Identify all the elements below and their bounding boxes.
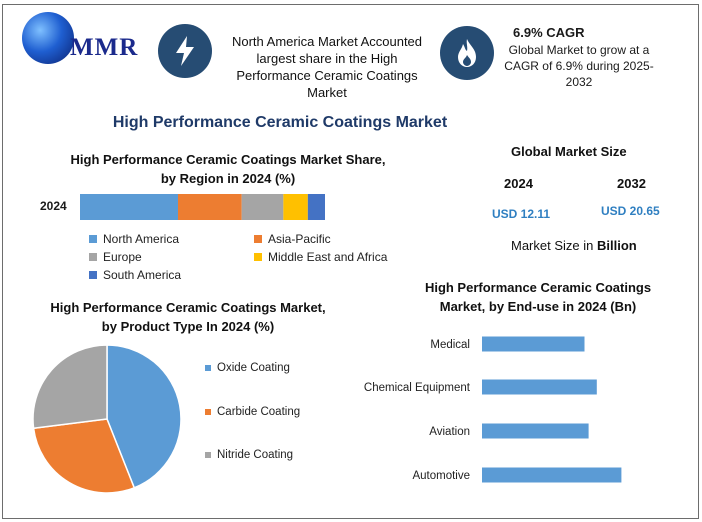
region-bar-segment-north-america — [80, 194, 178, 220]
legend-label: Nitride Coating — [217, 449, 294, 461]
flame-icon — [440, 26, 494, 80]
legend-oxide-coating: Oxide Coating — [205, 362, 290, 374]
market-size-year-start: 2024 — [504, 176, 533, 191]
product-pie-chart — [32, 344, 182, 494]
region-bar-category-label: 2024 — [40, 199, 67, 213]
legend-label: Middle East and Africa — [268, 250, 388, 264]
legend-europe: Europe — [89, 250, 142, 264]
region-bar-segment-europe — [241, 194, 284, 220]
end-use-bar-chart: Medical Chemical Equipment Aviation Automot… — [364, 336, 622, 483]
region-bar-segment-south-america — [307, 194, 325, 220]
pie-slice-oxide-coating — [106, 344, 182, 489]
unit-note-unit: Billion — [596, 238, 637, 253]
region-bar-segment-middle-east-and-africa — [283, 194, 308, 220]
region-chart-title: High Performance Ceramic Coatings Market… — [70, 152, 386, 186]
cagr-description: Global Market to grow at a CAGR of 6.9% … — [504, 43, 654, 89]
end-use-category-label: Aviation — [429, 426, 470, 438]
legend-label: Europe — [103, 250, 142, 264]
legend-asia-pacific: Asia-Pacific — [254, 232, 331, 246]
region-bar-segment-asia-pacific — [178, 194, 242, 220]
legend-middle-east-africa: Middle East and Africa — [254, 250, 387, 264]
page-title: High Performance Ceramic Coatings Market — [112, 114, 448, 131]
legend-label: Oxide Coating — [217, 362, 290, 374]
legend-swatch — [89, 271, 97, 279]
legend-carbide-coating: Carbide Coating — [205, 406, 300, 418]
market-size-year-end: 2032 — [617, 176, 646, 191]
legend-swatch — [205, 452, 211, 458]
unit-note-prefix: Market Size in — [511, 238, 597, 253]
legend-swatch — [254, 253, 262, 261]
end-use-category-label: Medical — [430, 339, 470, 351]
legend-swatch — [254, 235, 262, 243]
legend-swatch — [89, 253, 97, 261]
legend-label: North America — [103, 232, 180, 246]
legend-swatch — [89, 235, 97, 243]
market-size-value-start: USD 12.11 — [492, 207, 551, 221]
end-use-category-label: Chemical Equipment — [364, 382, 471, 394]
legend-nitride-coating: Nitride Coating — [205, 449, 293, 461]
market-size-value-end: USD 20.65 — [601, 204, 660, 218]
infographic-frame — [2, 4, 699, 519]
legend-label: South America — [103, 268, 182, 282]
pie-slice-carbide-coating — [32, 418, 136, 494]
legend-south-america: South America — [89, 268, 181, 282]
legend-label: Asia-Pacific — [268, 232, 331, 246]
legend-north-america: North America — [89, 232, 179, 246]
legend-swatch — [205, 365, 211, 371]
end-use-bar-medical — [482, 336, 585, 352]
pie-slice-nitride-coating — [32, 344, 108, 430]
legend-swatch — [205, 409, 211, 415]
brand-logo-text: MMR — [70, 34, 139, 61]
end-use-category-label: Automotive — [412, 470, 470, 482]
globe-logo-icon — [22, 12, 74, 64]
legend-label: Carbide Coating — [217, 406, 301, 418]
market-size-unit-note: Market Size in Billion — [511, 238, 637, 253]
end-use-bar-chemical-equipment — [482, 379, 597, 395]
end-use-chart-title: High Performance Ceramic Coatings Market… — [424, 280, 652, 314]
lightning-icon — [158, 24, 212, 78]
market-size-title: Global Market Size — [511, 144, 627, 159]
end-use-bar-automotive — [482, 467, 622, 483]
end-use-bar-aviation — [482, 423, 589, 439]
region-stacked-bar-chart — [80, 194, 325, 220]
cagr-title: 6.9% CAGR — [513, 25, 585, 40]
north-america-fact: North America Market Accounted largest s… — [231, 34, 423, 100]
product-chart-title: High Performance Ceramic Coatings Market… — [50, 300, 326, 334]
